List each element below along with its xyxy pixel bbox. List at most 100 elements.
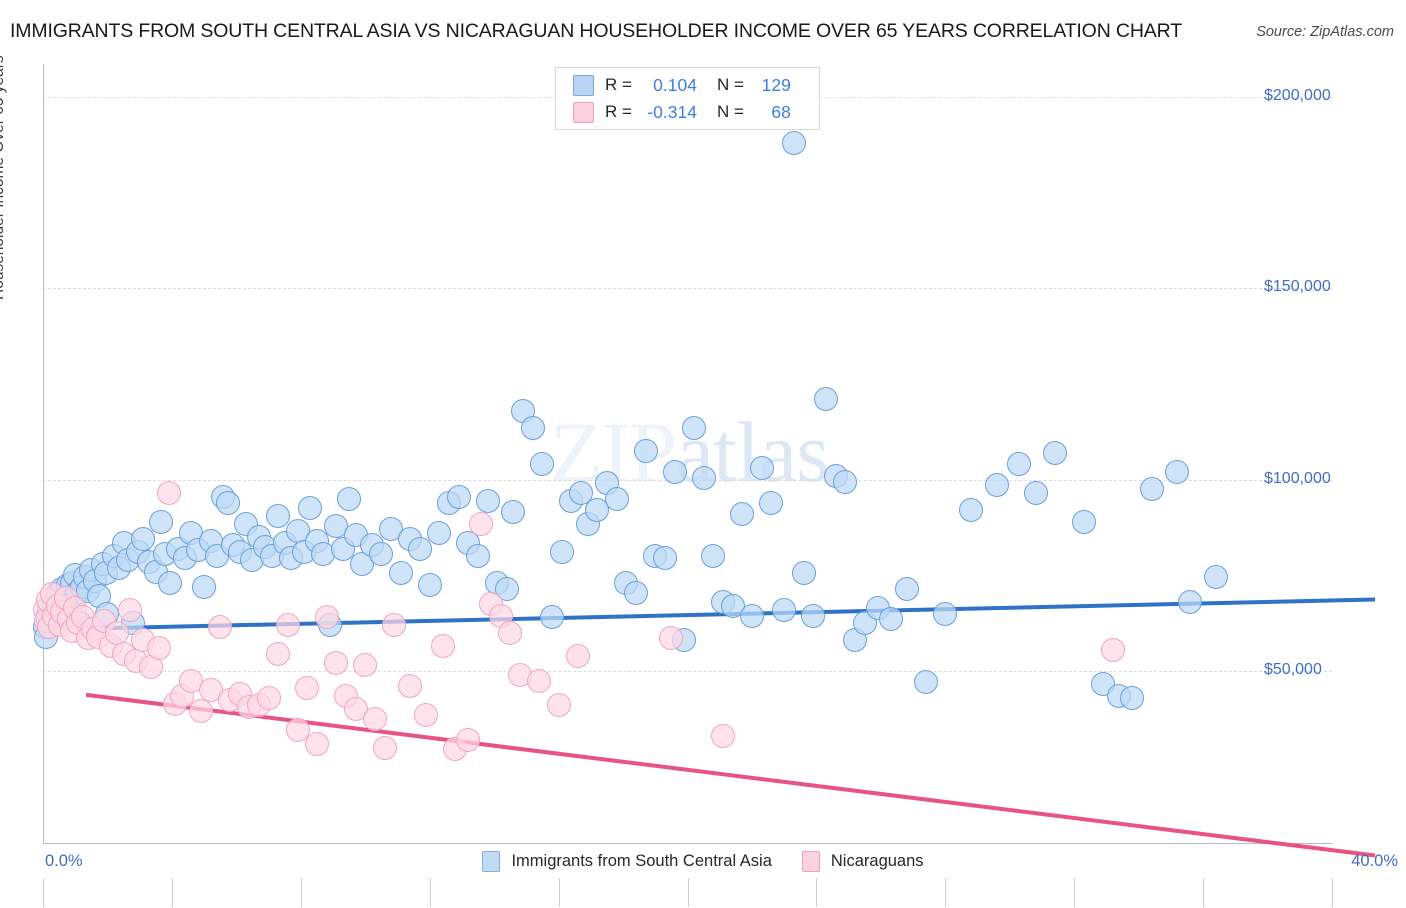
scatter-point[interactable] xyxy=(130,526,155,551)
scatter-point[interactable] xyxy=(933,601,958,626)
scatter-point[interactable] xyxy=(498,620,523,645)
scatter-point[interactable] xyxy=(216,490,241,515)
scatter-point[interactable] xyxy=(475,488,500,513)
scatter-point[interactable] xyxy=(791,561,816,586)
scatter-point[interactable] xyxy=(179,668,204,693)
scatter-point[interactable] xyxy=(446,484,471,509)
scatter-point[interactable] xyxy=(1178,590,1203,615)
scatter-point[interactable] xyxy=(466,544,491,569)
scatter-point[interactable] xyxy=(208,614,233,639)
scatter-point[interactable] xyxy=(1139,477,1164,502)
scatter-point[interactable] xyxy=(1100,637,1125,662)
scatter-point[interactable] xyxy=(1165,460,1190,484)
scatter-point[interactable] xyxy=(701,544,726,569)
scatter-point[interactable] xyxy=(662,460,687,484)
gridline xyxy=(43,479,1332,481)
scatter-point[interactable] xyxy=(105,620,130,645)
scatter-point[interactable] xyxy=(382,613,407,638)
scatter-point[interactable] xyxy=(659,626,684,651)
x-axis-min-label: 0.0% xyxy=(45,852,83,870)
scatter-point[interactable] xyxy=(984,473,1009,498)
scatter-point[interactable] xyxy=(398,674,423,699)
x-axis-tick xyxy=(945,878,947,907)
scatter-point[interactable] xyxy=(266,504,291,529)
scatter-point[interactable] xyxy=(894,576,919,601)
scatter-point[interactable] xyxy=(414,703,439,727)
scatter-point[interactable] xyxy=(549,540,574,565)
scatter-point[interactable] xyxy=(959,498,984,523)
scatter-point[interactable] xyxy=(279,546,304,571)
series-legend: Immigrants from South Central Asia Nicar… xyxy=(0,851,1406,872)
scatter-point[interactable] xyxy=(501,500,526,525)
scatter-point[interactable] xyxy=(540,605,565,630)
scatter-point[interactable] xyxy=(469,511,494,536)
scatter-point[interactable] xyxy=(1071,509,1096,534)
scatter-point[interactable] xyxy=(298,496,323,521)
scatter-point[interactable] xyxy=(427,521,452,546)
scatter-point[interactable] xyxy=(324,651,349,676)
scatter-point[interactable] xyxy=(1007,452,1032,477)
scatter-point[interactable] xyxy=(430,634,455,659)
scatter-point[interactable] xyxy=(913,670,938,695)
scatter-point[interactable] xyxy=(623,580,648,605)
scatter-point[interactable] xyxy=(710,724,735,749)
scatter-point[interactable] xyxy=(148,509,173,534)
scatter-point[interactable] xyxy=(295,676,320,701)
scatter-point[interactable] xyxy=(681,416,706,440)
scatter-point[interactable] xyxy=(156,481,181,506)
scatter-point[interactable] xyxy=(408,536,433,561)
scatter-point[interactable] xyxy=(530,452,555,477)
scatter-point[interactable] xyxy=(691,465,716,490)
scatter-point[interactable] xyxy=(833,469,858,494)
scatter-point[interactable] xyxy=(275,613,300,638)
scatter-point[interactable] xyxy=(118,597,142,622)
scatter-point[interactable] xyxy=(759,490,784,515)
scatter-point[interactable] xyxy=(369,542,394,567)
scatter-point[interactable] xyxy=(878,607,903,632)
scatter-point[interactable] xyxy=(417,572,442,597)
scatter-point[interactable] xyxy=(372,735,397,760)
scatter-point[interactable] xyxy=(379,517,404,542)
scatter-point[interactable] xyxy=(362,706,387,731)
scatter-point[interactable] xyxy=(1023,481,1048,506)
scatter-point[interactable] xyxy=(388,561,413,586)
scatter-point[interactable] xyxy=(188,699,213,724)
legend-item-immigrants[interactable]: Immigrants from South Central Asia xyxy=(482,851,772,872)
scatter-point[interactable] xyxy=(520,416,545,440)
scatter-point[interactable] xyxy=(266,641,291,666)
scatter-point[interactable] xyxy=(304,731,329,756)
scatter-point[interactable] xyxy=(1042,440,1067,465)
scatter-point[interactable] xyxy=(337,486,362,511)
scatter-point[interactable] xyxy=(565,643,590,668)
scatter-point[interactable] xyxy=(772,597,797,622)
scatter-point[interactable] xyxy=(158,570,183,595)
trend-line xyxy=(85,692,1376,858)
scatter-point[interactable] xyxy=(546,693,571,718)
scatter-point[interactable] xyxy=(604,486,629,511)
scatter-point[interactable] xyxy=(730,502,755,527)
scatter-point[interactable] xyxy=(1203,565,1228,590)
scatter-point[interactable] xyxy=(585,498,610,523)
stat-row-pink: R = -0.314 N = 68 xyxy=(573,99,791,125)
source-label: Source: ZipAtlas.com xyxy=(1256,24,1394,40)
scatter-point[interactable] xyxy=(633,438,658,463)
scatter-point[interactable] xyxy=(527,668,552,693)
scatter-point[interactable] xyxy=(801,603,826,628)
scatter-point[interactable] xyxy=(739,603,764,628)
scatter-point[interactable] xyxy=(495,576,520,601)
scatter-point[interactable] xyxy=(1120,685,1145,710)
scatter-point[interactable] xyxy=(456,727,481,752)
scatter-point[interactable] xyxy=(511,398,536,423)
scatter-point[interactable] xyxy=(720,593,745,618)
r-value-pink: -0.314 xyxy=(647,101,697,122)
scatter-point[interactable] xyxy=(814,387,839,412)
scatter-point[interactable] xyxy=(652,546,677,571)
scatter-point[interactable] xyxy=(353,653,378,678)
legend-item-nicaraguans[interactable]: Nicaraguans xyxy=(801,851,924,872)
scatter-point[interactable] xyxy=(147,636,171,661)
scatter-point[interactable] xyxy=(256,685,281,710)
scatter-point[interactable] xyxy=(749,456,774,481)
scatter-point[interactable] xyxy=(192,574,217,599)
scatter-point[interactable] xyxy=(314,605,339,630)
scatter-point[interactable] xyxy=(781,130,806,155)
